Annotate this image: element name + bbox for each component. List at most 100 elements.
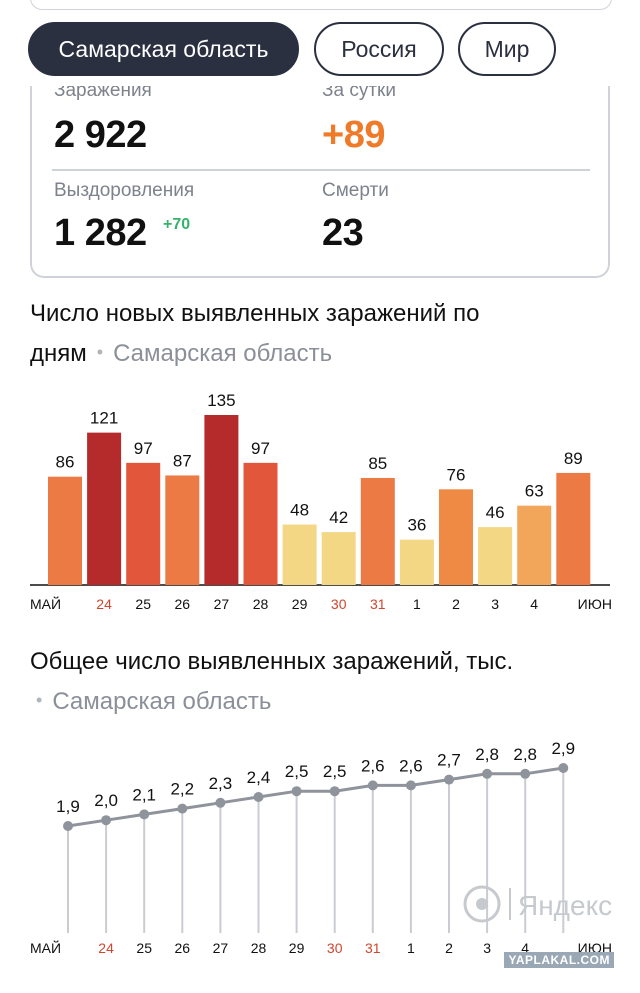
bar-x-tick-label: 31 xyxy=(370,596,386,612)
line-value-label: 2,5 xyxy=(285,762,309,781)
bar-value-label: 42 xyxy=(329,508,348,527)
line-value-label: 1,9 xyxy=(56,797,80,816)
line-value-label: 2,2 xyxy=(170,780,194,799)
bar-value-label: 135 xyxy=(207,391,235,410)
bar-1 xyxy=(399,539,434,585)
line-value-label: 2,8 xyxy=(475,745,499,764)
infections-value: 2 922 xyxy=(54,114,147,156)
line-x-tick-label: 3 xyxy=(483,940,491,956)
line-x-tick-label: 28 xyxy=(251,940,267,956)
tab-world[interactable]: Мир xyxy=(458,22,556,76)
line-value-label: 2,6 xyxy=(361,756,385,775)
daily-bar-chart: 86МАЙ12124972587261352797284829423085313… xyxy=(30,391,612,612)
line-value-label: 2,7 xyxy=(437,751,461,770)
bar-value-label: 97 xyxy=(251,439,270,458)
line-value-label: 2,6 xyxy=(399,756,423,775)
line-value-label: 2,8 xyxy=(513,745,537,764)
bar-x-tick-label: 30 xyxy=(331,596,347,612)
recovered-value: 1 282 xyxy=(54,212,147,254)
line-value-label: 2,4 xyxy=(247,768,271,787)
bar-28 xyxy=(243,462,278,585)
daily-chart-region[interactable]: Самарская область xyxy=(113,340,333,367)
line-point-31 xyxy=(367,780,378,791)
line-x-tick-label: МАЙ xyxy=(30,939,61,956)
bar-value-label: 63 xyxy=(525,482,544,501)
bar-31 xyxy=(360,477,395,585)
stats-divider xyxy=(52,169,590,171)
bar-value-label: 36 xyxy=(407,516,426,535)
bar-value-label: 85 xyxy=(368,454,387,473)
line-x-tick-label: 24 xyxy=(98,940,114,956)
bullet-dot: • xyxy=(36,690,43,710)
line-point-26 xyxy=(177,803,188,814)
bar-value-label: 48 xyxy=(290,501,309,520)
infections-label: Заражения xyxy=(54,86,152,101)
line-value-label: 2,1 xyxy=(132,785,156,804)
deaths-value: 23 xyxy=(322,212,364,254)
line-value-label: 2,9 xyxy=(551,739,575,758)
line-x-tick-label: 1 xyxy=(407,940,415,956)
line-point-ИЮН xyxy=(558,763,569,773)
bar-x-tick-label: 4 xyxy=(530,596,538,612)
bar-x-tick-label: 24 xyxy=(96,596,112,612)
line-x-tick-label: 2 xyxy=(445,940,453,956)
day-label: За сутки xyxy=(322,86,396,101)
bar-value-label: 121 xyxy=(90,409,118,428)
bar-value-label: 89 xyxy=(564,449,583,468)
bar-МАЙ xyxy=(48,476,82,585)
tab-samara-region[interactable]: Самарская область xyxy=(28,22,299,76)
bar-x-tick-label: 26 xyxy=(175,596,191,612)
bar-3 xyxy=(478,527,513,585)
bar-x-tick-label: 28 xyxy=(253,596,269,612)
yandex-logo-text: Яндекс xyxy=(518,890,612,921)
line-x-tick-label: 31 xyxy=(365,940,381,956)
line-point-28 xyxy=(253,792,264,802)
line-x-tick-label: 30 xyxy=(327,940,343,956)
tab-russia[interactable]: Россия xyxy=(314,22,444,76)
line-x-tick-label: 27 xyxy=(213,940,229,956)
line-point-1 xyxy=(405,780,416,791)
line-point-4 xyxy=(520,768,531,779)
daily-chart-title-line2: дням xyxy=(30,340,87,367)
bar-26 xyxy=(165,475,200,585)
total-chart-title: Общее число выявленных заражений, тыс. •… xyxy=(30,642,513,723)
line-value-label: 2,3 xyxy=(209,774,233,793)
bar-value-label: 97 xyxy=(134,439,153,458)
daily-chart-title: Число новых выявленных заражений по дням… xyxy=(30,294,479,375)
total-series-line xyxy=(67,766,564,828)
bar-ИЮН xyxy=(556,472,591,585)
line-point-30 xyxy=(329,786,340,797)
total-line-chart: 1,9МАЙ2,0242,1252,2262,3272,4282,5292,53… xyxy=(30,739,612,956)
bar-value-label: 76 xyxy=(447,465,466,484)
recovered-delta: +70 xyxy=(163,216,191,233)
bar-27 xyxy=(204,415,239,585)
previous-card-edge xyxy=(30,0,612,10)
recovered-label: Выздоровления xyxy=(54,180,195,201)
line-point-МАЙ xyxy=(63,821,73,831)
bar-24 xyxy=(87,432,122,585)
stats-card: Заражения 2 922 За сутки +89 Выздоровлен… xyxy=(30,86,610,278)
bar-x-tick-label: 1 xyxy=(413,596,421,612)
line-x-tick-label: 4 xyxy=(521,940,529,956)
line-point-25 xyxy=(139,809,150,820)
bar-value-label: 87 xyxy=(173,451,192,470)
line-x-tick-label: 25 xyxy=(136,940,152,956)
bar-value-label: 46 xyxy=(486,503,505,522)
bar-25 xyxy=(126,462,161,585)
line-point-29 xyxy=(291,786,302,797)
line-point-3 xyxy=(482,768,493,779)
bar-x-tick-label: МАЙ xyxy=(30,595,61,612)
day-value: +89 xyxy=(322,114,385,156)
bar-x-tick-label: 27 xyxy=(214,596,230,612)
bar-x-tick-label: 3 xyxy=(491,596,499,612)
daily-chart-title-line1: Число новых выявленных заражений по xyxy=(30,300,480,327)
bar-4 xyxy=(517,505,552,585)
bar-x-tick-label: 25 xyxy=(135,596,151,612)
bullet-dot: • xyxy=(96,342,104,362)
line-x-tick-label: 26 xyxy=(175,940,191,956)
total-chart-region[interactable]: Самарская область xyxy=(52,688,272,715)
line-x-tick-label: 29 xyxy=(289,940,305,956)
bar-x-tick-label: 29 xyxy=(292,596,308,612)
site-watermark: YAPLAKAL.COM xyxy=(504,952,614,968)
total-chart-title-text: Общее число выявленных заражений, тыс. xyxy=(30,648,514,675)
